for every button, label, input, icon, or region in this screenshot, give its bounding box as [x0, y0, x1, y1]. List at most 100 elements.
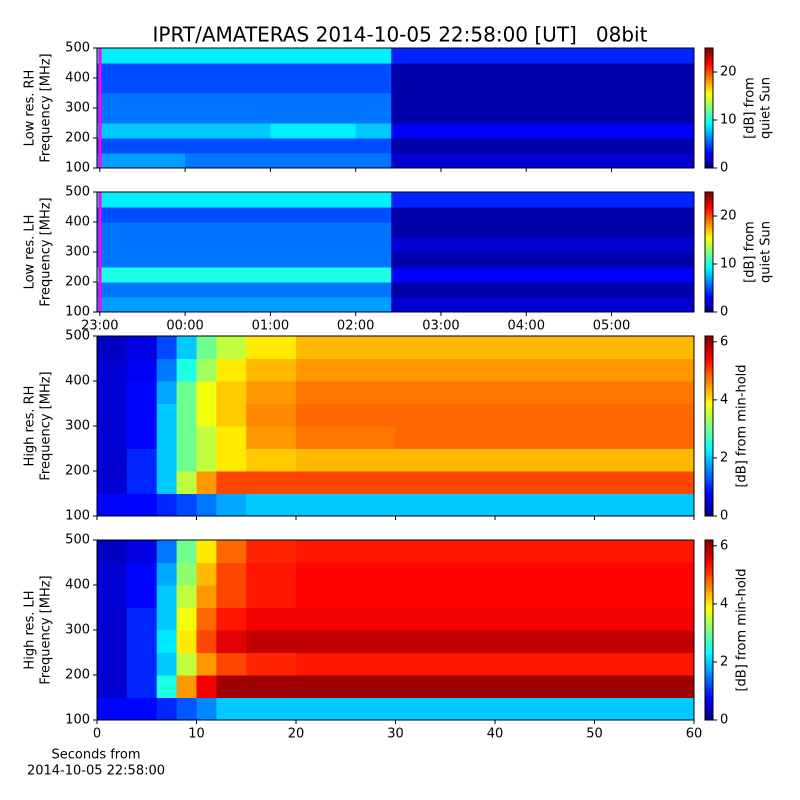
- colorbar-segment: [705, 296, 713, 299]
- heatmap-cell: [495, 585, 595, 608]
- colorbar-segment: [705, 132, 713, 135]
- colorbar-segment: [705, 276, 713, 279]
- heatmap-cell: [126, 336, 158, 359]
- heatmap-cell: [97, 471, 128, 494]
- heatmap-cell: [126, 562, 158, 586]
- heatmap-cell: [97, 630, 128, 653]
- heatmap-cell: [526, 138, 695, 154]
- colorbar-segment: [705, 612, 713, 616]
- heatmap-cell: [185, 252, 271, 268]
- colorbar-segment: [705, 615, 713, 619]
- heatmap-cell: [246, 336, 297, 359]
- colorbar-segment: [705, 462, 713, 466]
- colorbar-segment: [705, 56, 713, 59]
- heatmap-cell: [97, 297, 186, 313]
- heatmap-cell: [196, 562, 217, 586]
- colorbar-segment: [705, 417, 713, 421]
- heatmap-cell: [594, 607, 695, 631]
- colorbar-tick-label: 10: [720, 113, 737, 128]
- heatmap-cell: [216, 336, 247, 359]
- x-tick-label: 05:00: [593, 319, 630, 334]
- colorbar-segment: [705, 280, 713, 283]
- heatmap-cell: [246, 381, 297, 404]
- colorbar-segment: [705, 76, 713, 79]
- colorbar-segment: [705, 513, 713, 517]
- heatmap-cell: [126, 493, 158, 517]
- y-tick-label: 400: [65, 374, 90, 389]
- x-tick-label: 10: [188, 727, 205, 742]
- colorbar-segment: [705, 588, 713, 592]
- colorbar-segment: [705, 236, 713, 239]
- heatmap-cell: [526, 282, 695, 298]
- colorbar-segment: [705, 306, 713, 309]
- heatmap-cell: [97, 267, 186, 283]
- heatmap-cell: [296, 448, 396, 472]
- colorbar-segment: [705, 609, 713, 613]
- heatmap-cell: [246, 403, 297, 427]
- x-tick-label: 04:00: [508, 319, 545, 334]
- y-tick-label: 100: [65, 305, 90, 320]
- colorbar-segment: [705, 498, 713, 502]
- heatmap-cell: [391, 138, 527, 154]
- heatmap-cell: [355, 237, 392, 253]
- heatmap-cell: [97, 123, 186, 139]
- colorbar-segment: [705, 660, 713, 664]
- colorbar-segment: [705, 310, 713, 313]
- heatmap-cell: [495, 448, 595, 472]
- heatmap-cell: [391, 153, 527, 169]
- colorbar-segment: [705, 483, 713, 487]
- colorbar-segment: [705, 477, 713, 481]
- colorbar-tick-label: 6: [720, 538, 728, 553]
- colorbar-segment: [705, 351, 713, 355]
- colorbar-segment: [705, 657, 713, 661]
- colorbar-segment: [705, 495, 713, 499]
- colorbar-segment: [705, 122, 713, 125]
- colorbar-segment: [705, 82, 713, 85]
- heatmap-cell: [97, 252, 186, 268]
- heatmap-cell: [355, 192, 392, 208]
- colorbar-segment: [705, 669, 713, 673]
- colorbar-segment: [705, 262, 713, 265]
- colorbar-segment: [705, 408, 713, 412]
- heatmap-cell: [270, 267, 357, 283]
- colorbar-segment: [705, 228, 713, 231]
- heatmap-cell: [216, 403, 247, 427]
- colorbar-segment: [705, 468, 713, 472]
- heatmap-cell: [355, 282, 392, 298]
- heatmap-cell: [126, 630, 158, 653]
- colorbar-segment: [705, 196, 713, 199]
- colorbar-label: quiet Sun: [759, 77, 774, 139]
- heatmap-cell: [395, 562, 496, 586]
- colorbar-segment: [705, 126, 713, 129]
- heatmap-cell: [391, 237, 527, 253]
- heatmap-cell: [176, 381, 197, 404]
- colorbar-segment: [705, 94, 713, 97]
- colorbar-segment: [705, 120, 713, 123]
- heatmap-cell: [185, 138, 271, 154]
- heatmap-cell: [296, 358, 396, 382]
- heatmap-cell: [216, 697, 247, 721]
- colorbar-segment: [705, 234, 713, 237]
- x-tick-label: 30: [387, 727, 404, 742]
- colorbar-segment: [705, 100, 713, 103]
- x-tick-label: 60: [686, 727, 703, 742]
- colorbar-segment: [705, 624, 713, 628]
- colorbar-segment: [705, 633, 713, 637]
- colorbar-segment: [705, 48, 713, 51]
- heatmap-cell: [526, 123, 695, 139]
- heatmap-cell: [176, 562, 197, 586]
- heatmap-cell: [246, 585, 297, 608]
- colorbar-segment: [705, 618, 713, 622]
- heatmap-cell: [97, 237, 186, 253]
- y-tick-label: 200: [65, 275, 90, 290]
- colorbar-segment: [705, 218, 713, 221]
- heatmap-cell: [156, 471, 178, 494]
- heatmap-cell: [216, 540, 247, 563]
- colorbar-segment: [705, 66, 713, 69]
- colorbar-segment: [705, 162, 713, 165]
- heatmap-cell: [97, 153, 186, 169]
- heatmap-cell: [526, 63, 695, 79]
- heatmap-cell: [97, 381, 128, 404]
- colorbar-segment: [705, 134, 713, 137]
- colorbar-segment: [705, 492, 713, 496]
